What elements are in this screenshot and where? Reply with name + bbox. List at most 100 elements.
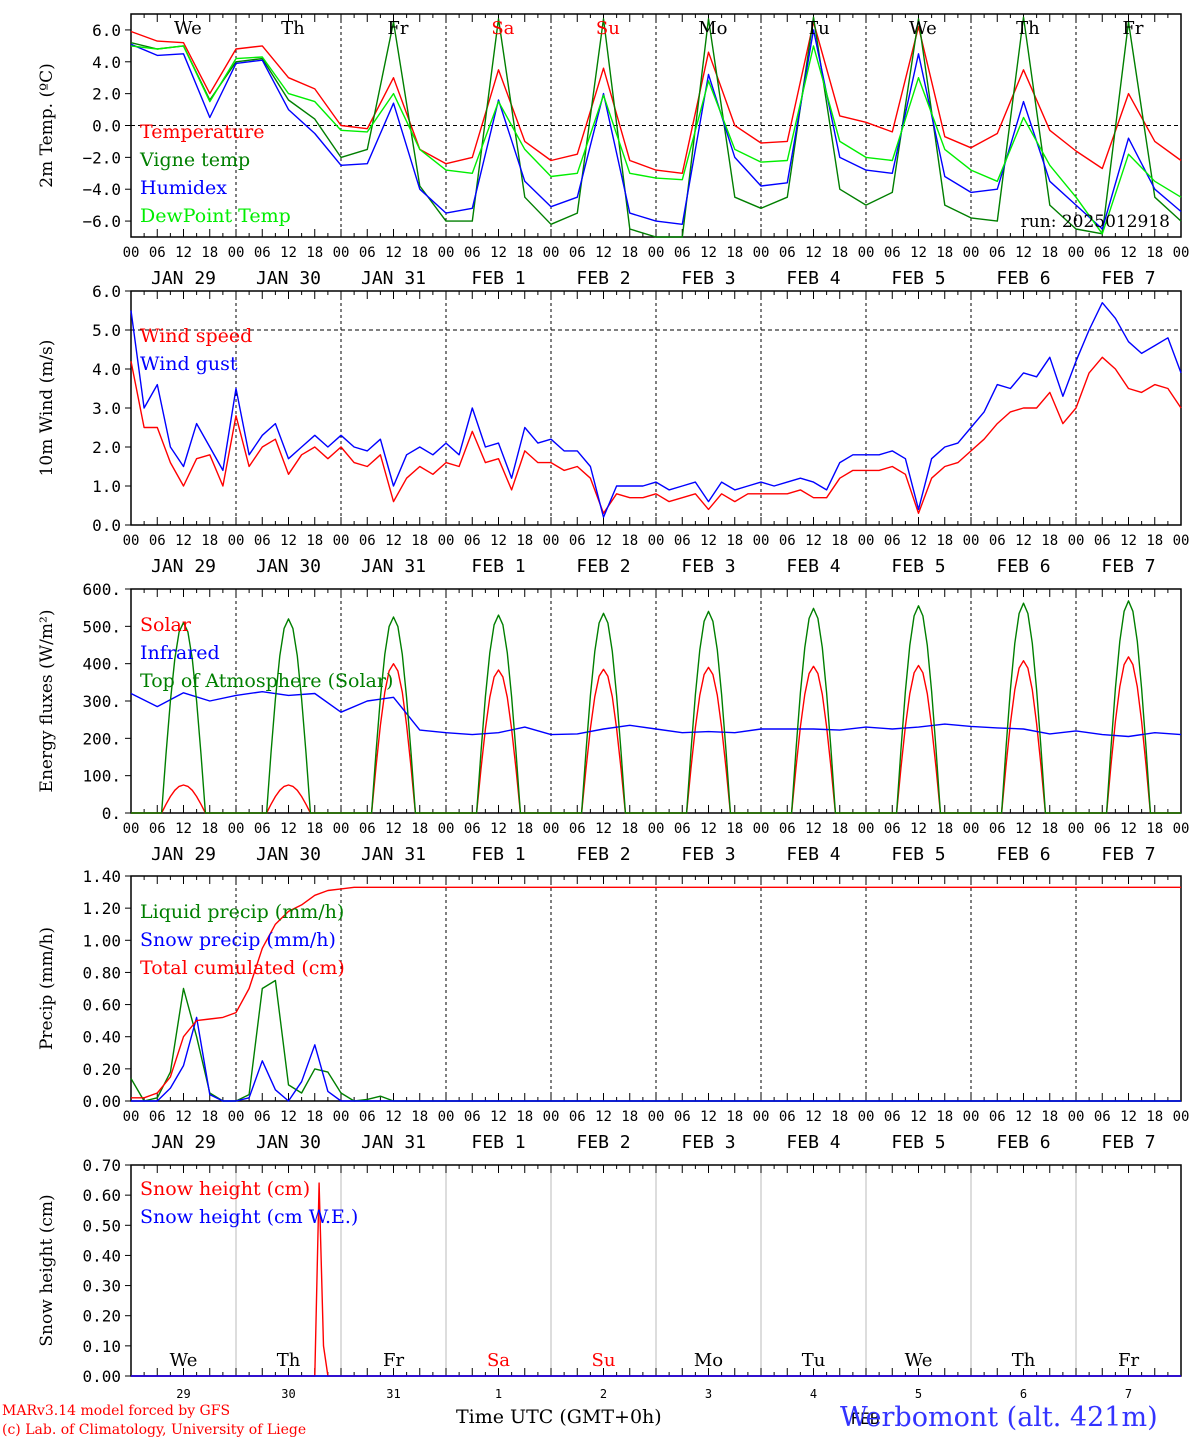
day-label: JAN 29	[151, 844, 216, 865]
y-tick-label: 2.0	[92, 85, 121, 104]
y-tick-label: 4.0	[92, 360, 121, 379]
hour-tick-label: 00	[858, 245, 875, 261]
hour-tick-label: 00	[333, 821, 350, 837]
station-title: Werbomont (alt. 421m)	[840, 1402, 1158, 1433]
hour-tick-label: 06	[569, 245, 586, 261]
day-label: FEB 5	[891, 556, 945, 577]
hour-tick-label: 18	[201, 245, 218, 261]
hour-tick-label: 06	[359, 245, 376, 261]
day-number-label: 4	[810, 1387, 817, 1401]
hour-tick-label: 06	[254, 821, 271, 837]
series-infrared	[130, 691, 1182, 738]
hour-tick-label: 12	[490, 245, 507, 261]
hour-tick-label: 18	[411, 533, 428, 549]
hour-tick-label: 06	[464, 1109, 481, 1125]
hour-tick-label: 00	[123, 533, 140, 549]
hour-tick-label: 00	[963, 245, 980, 261]
hour-tick-label: 12	[595, 1109, 612, 1125]
weekday-label: Th	[281, 18, 305, 39]
weekday-label: We	[905, 1350, 933, 1371]
hour-tick-label: 06	[989, 1109, 1006, 1125]
weekday-label: Tu	[806, 18, 830, 39]
legend-entry: Snow height (cm)	[140, 1178, 310, 1200]
day-label: FEB 6	[996, 268, 1050, 289]
hour-tick-label: 18	[411, 821, 428, 837]
day-number-label: 5	[915, 1387, 922, 1401]
hour-tick-label: 00	[123, 1109, 140, 1125]
hour-tick-label: 00	[963, 1109, 980, 1125]
hour-tick-label: 12	[700, 533, 717, 549]
hour-tick-label: 06	[1094, 1109, 1111, 1125]
hour-tick-label: 12	[910, 533, 927, 549]
hour-tick-label: 12	[1120, 245, 1137, 261]
y-tick-label: 1.0	[92, 477, 121, 496]
hour-tick-label: 18	[621, 245, 638, 261]
legend-entry: Solar	[140, 614, 192, 636]
day-label: FEB 3	[681, 268, 735, 289]
hour-tick-label: 06	[884, 533, 901, 549]
day-number-label: 7	[1125, 1387, 1132, 1401]
hour-tick-label: 12	[385, 1109, 402, 1125]
hour-tick-label: 12	[280, 1109, 297, 1125]
y-tick-label: 6.0	[92, 21, 121, 40]
y-tick-label: 600.	[82, 580, 121, 599]
day-label: FEB 2	[576, 1132, 630, 1153]
hour-tick-label: 12	[490, 533, 507, 549]
panel-5	[125, 1164, 1182, 1377]
y-tick-label: 0.10	[82, 1337, 121, 1356]
series-liquid-precip-mm-h	[130, 979, 1181, 1102]
hour-tick-label: 00	[753, 1109, 770, 1125]
hour-tick-label: 12	[910, 1109, 927, 1125]
hour-tick-label: 06	[569, 1109, 586, 1125]
hour-tick-label: 12	[595, 821, 612, 837]
hour-tick-label: 18	[1041, 1109, 1058, 1125]
hour-tick-label: 00	[753, 245, 770, 261]
hour-tick-label: 00	[753, 821, 770, 837]
hour-tick-label: 12	[1120, 821, 1137, 837]
hour-tick-label: 12	[1015, 821, 1032, 837]
y-axis-label: Snow height (cm)	[37, 1194, 57, 1346]
hour-tick-label: 00	[858, 1109, 875, 1125]
y-axis-label: Precip (mm/h)	[37, 927, 57, 1050]
hour-tick-label: 12	[805, 245, 822, 261]
hour-tick-label: 18	[201, 533, 218, 549]
hour-tick-label: 06	[254, 1109, 271, 1125]
series-top-of-atmosphere-solar	[131, 600, 1181, 814]
hour-tick-label: 00	[123, 245, 140, 261]
day-label: FEB 4	[786, 1132, 840, 1153]
model-line: MARv3.14 model forced by GFS	[2, 1403, 231, 1419]
hour-tick-label: 06	[254, 245, 271, 261]
hour-tick-label: 12	[700, 245, 717, 261]
y-tick-label: 0.80	[82, 963, 121, 982]
day-label: JAN 30	[256, 844, 321, 865]
hour-tick-label: 06	[464, 245, 481, 261]
day-label: FEB 1	[471, 1132, 525, 1153]
hour-tick-label: 18	[411, 1109, 428, 1125]
hour-tick-label: 18	[306, 821, 323, 837]
y-tick-label: 0.0	[92, 516, 121, 535]
day-label: FEB 7	[1101, 1132, 1155, 1153]
legend-entry: Total cumulated (cm)	[140, 957, 345, 979]
day-label: FEB 1	[471, 268, 525, 289]
hour-tick-label: 12	[1015, 245, 1032, 261]
hour-tick-label: 12	[805, 1109, 822, 1125]
legend-entry: Snow height (cm W.E.)	[140, 1206, 358, 1228]
hour-tick-label: 12	[910, 821, 927, 837]
hour-tick-label: 00	[543, 1109, 560, 1125]
weekday-label: Su	[592, 1350, 616, 1371]
day-label: FEB 3	[681, 1132, 735, 1153]
hour-tick-label: 06	[674, 1109, 691, 1125]
series-dewpoint-temp	[130, 45, 1182, 235]
hour-tick-label: 00	[1173, 245, 1190, 261]
day-label: FEB 4	[786, 844, 840, 865]
y-tick-label: 5.0	[92, 321, 121, 340]
y-tick-label: 0.70	[82, 1156, 121, 1175]
hour-tick-label: 00	[333, 1109, 350, 1125]
hour-tick-label: 12	[385, 821, 402, 837]
y-tick-label: 200.	[82, 729, 121, 748]
y-tick-label: −6.0	[82, 212, 121, 231]
day-label: JAN 31	[361, 1132, 426, 1153]
hour-tick-label: 00	[438, 533, 455, 549]
hour-tick-label: 18	[831, 533, 848, 549]
day-label: FEB 6	[996, 844, 1050, 865]
